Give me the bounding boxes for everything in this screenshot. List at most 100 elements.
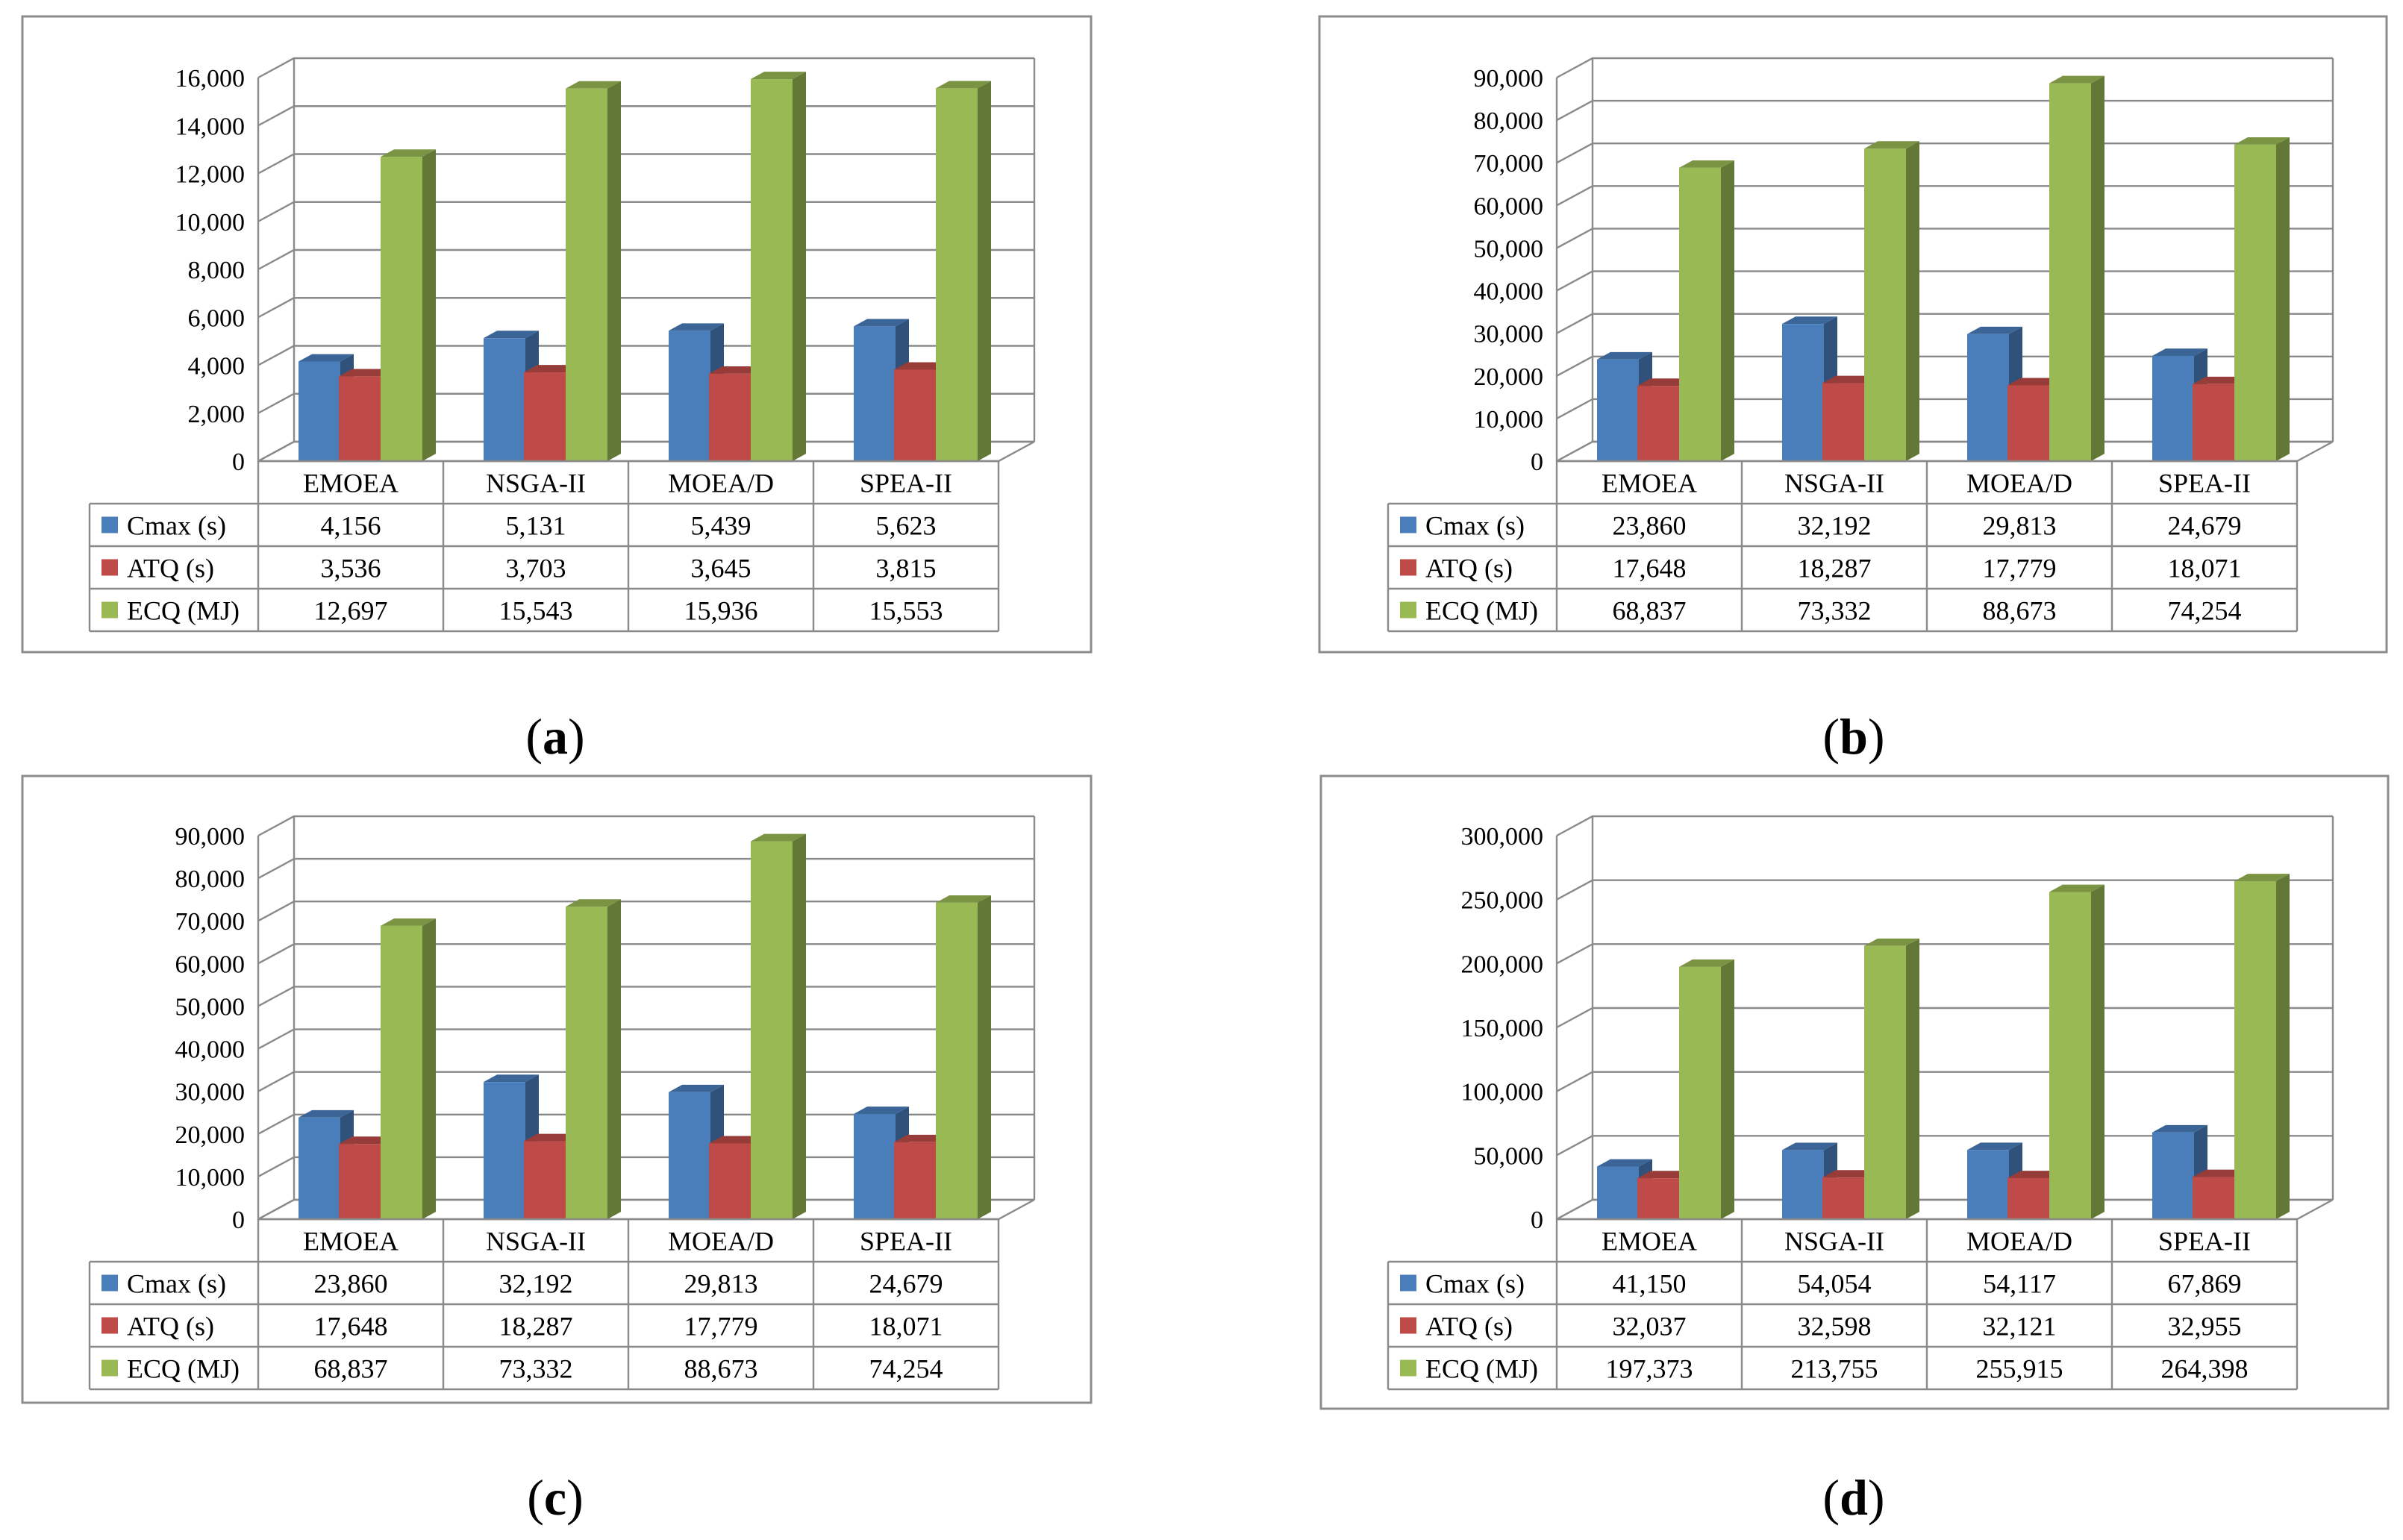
data-label: 68,837: [314, 1354, 388, 1384]
y-tick-label: 8,000: [188, 257, 246, 284]
bar-top: [1822, 1170, 1878, 1178]
bar-top: [566, 81, 621, 89]
bar-side: [978, 81, 991, 462]
bar-top: [381, 149, 436, 157]
bar-ecq-emoea: [381, 149, 436, 462]
category-label: SPEA-II: [860, 1227, 952, 1256]
caption-letter: a: [543, 708, 568, 765]
bar-side: [978, 895, 991, 1219]
y-tick-label: 60,000: [1474, 192, 1544, 220]
bar-side: [2276, 874, 2290, 1219]
bar-front: [2007, 385, 2049, 461]
y-tick-label: 250,000: [1461, 887, 1544, 915]
bar-cmax-moead: [1967, 1142, 2022, 1219]
bar-top: [1864, 938, 1919, 946]
y-tick-label: 0: [1531, 1206, 1543, 1234]
panel-border: [1319, 774, 2390, 1410]
bar-top: [1864, 141, 1919, 149]
y-tick-label: 50,000: [1474, 235, 1544, 263]
bar-front: [2049, 892, 2091, 1219]
category-label: NSGA-II: [1784, 469, 1884, 498]
data-table: EMOEA NSGA-II MOEA/D SPEA-II Cmax (s) 23,860 3…: [1387, 460, 2299, 633]
bar-front: [566, 88, 607, 461]
legend-label: ATQ (s): [127, 1312, 214, 1342]
bar-top: [2007, 1171, 2063, 1178]
legend-swatch: [1400, 1359, 1416, 1377]
bar-front: [2193, 1177, 2234, 1219]
bar-front: [1679, 167, 1721, 461]
bar-ecq-speaii: [2234, 137, 2290, 461]
y-tick-label: 0: [232, 1206, 245, 1234]
category-label: NSGA-II: [1784, 1227, 1884, 1256]
bar-top: [669, 323, 724, 331]
bar-top: [751, 72, 806, 80]
bar-top: [936, 895, 991, 903]
category-label: EMOEA: [1602, 1227, 1697, 1256]
category-label: SPEA-II: [860, 469, 952, 498]
data-label: 17,648: [1613, 554, 1687, 583]
bar-top: [566, 899, 621, 907]
y-tick-label: 200,000: [1461, 951, 1544, 978]
bar-front: [2049, 83, 2091, 461]
bar-front: [751, 79, 793, 461]
bar-top: [709, 366, 764, 374]
y-tick-label: 100,000: [1461, 1079, 1544, 1107]
legend-label: Cmax (s): [1425, 511, 1525, 541]
legend-label: ECQ (MJ): [127, 596, 240, 626]
caption-paren: (: [527, 1469, 544, 1526]
bar-ecq-speaii: [2234, 874, 2290, 1219]
bar-front: [524, 1141, 566, 1219]
category-label: MOEA/D: [668, 1227, 774, 1256]
y-tick-label: 6,000: [188, 304, 246, 332]
data-label: 73,332: [499, 1354, 573, 1384]
bar-ecq-moead: [2049, 75, 2104, 461]
bar-top: [669, 1084, 724, 1092]
bar-ecq-moead: [2049, 884, 2104, 1219]
chart-panel-a: 0 2,000 4,000 6,000 8,000 10,000 12,000 14,000 1…: [21, 15, 1093, 765]
panel-caption: (a): [525, 708, 584, 765]
bar-top: [381, 918, 436, 926]
bar-front: [936, 902, 978, 1219]
caption-paren: ): [566, 1469, 584, 1526]
bar-side: [422, 149, 436, 462]
bar-front: [2234, 144, 2276, 461]
caption-letter: d: [1840, 1469, 1868, 1526]
data-label: 23,860: [1613, 511, 1687, 541]
bar-top: [1679, 160, 1734, 168]
legend-swatch: [1400, 1274, 1416, 1292]
bar-front: [339, 376, 381, 461]
y-tick-label: 0: [1531, 448, 1543, 476]
panel-caption: (c): [527, 1469, 584, 1526]
bar-top: [1597, 351, 1652, 360]
category-label: MOEA/D: [1966, 469, 2072, 498]
bar-top: [854, 319, 909, 327]
data-label: 18,287: [1798, 554, 1872, 583]
bar-front: [2152, 1132, 2194, 1219]
data-label: 3,703: [506, 554, 566, 583]
bar-front: [1864, 945, 1906, 1219]
y-tick-label: 60,000: [175, 951, 246, 978]
bar-top: [2234, 137, 2290, 145]
bar-front: [894, 369, 936, 461]
data-label: 23,860: [314, 1269, 388, 1299]
chart-panel-b: 0 10,000 20,000 30,000 40,000 50,000 60,000 70,…: [1318, 15, 2388, 765]
bar-front: [709, 373, 751, 461]
legend-label: ECQ (MJ): [1425, 596, 1538, 626]
bar-top: [299, 354, 354, 362]
data-label: 5,439: [691, 511, 751, 541]
y-tick-label: 70,000: [175, 908, 246, 936]
panel-caption: (b): [1822, 708, 1884, 765]
bar-front: [1967, 334, 2009, 461]
bar-front: [854, 1114, 896, 1219]
bar-top: [2193, 376, 2248, 384]
legend-swatch: [101, 516, 118, 533]
bar-top: [1782, 316, 1837, 325]
y-tick-label: 90,000: [1474, 65, 1544, 93]
data-label: 68,837: [1613, 596, 1687, 626]
bar-front: [524, 372, 566, 461]
data-table: EMOEA NSGA-II MOEA/D SPEA-II Cmax (s) 23,860 3…: [88, 1218, 1000, 1391]
bar-top: [936, 81, 991, 89]
bar-side: [793, 833, 806, 1219]
bar-cmax-nsgaii: [1782, 1142, 1837, 1219]
bar-top: [2152, 1124, 2207, 1133]
